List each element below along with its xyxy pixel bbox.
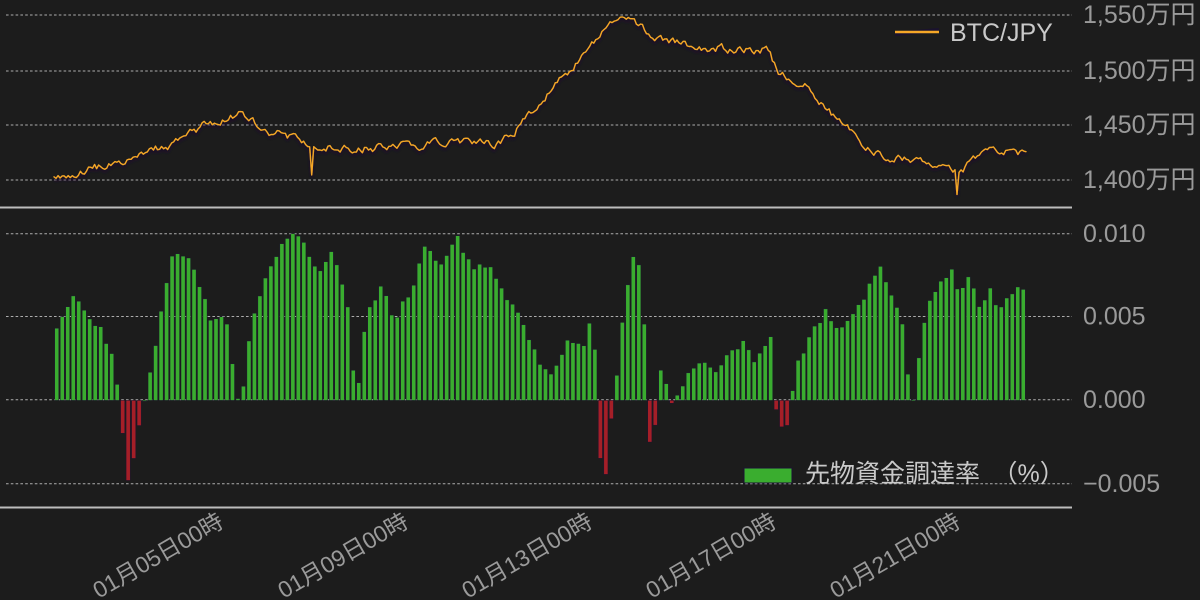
- svg-text:0.010: 0.010: [1083, 220, 1146, 248]
- svg-text:0.000: 0.000: [1083, 386, 1146, 414]
- svg-text:1,550万円: 1,550万円: [1083, 1, 1196, 29]
- svg-text:−0.005: −0.005: [1083, 470, 1160, 498]
- svg-text:先物資金調達率 （%）: 先物資金調達率 （%）: [805, 460, 1065, 488]
- svg-text:1,500万円: 1,500万円: [1083, 57, 1196, 85]
- svg-text:1,450万円: 1,450万円: [1083, 111, 1196, 139]
- svg-text:0.005: 0.005: [1083, 303, 1146, 331]
- svg-text:1,400万円: 1,400万円: [1083, 166, 1196, 194]
- svg-text:BTC/JPY: BTC/JPY: [950, 19, 1053, 47]
